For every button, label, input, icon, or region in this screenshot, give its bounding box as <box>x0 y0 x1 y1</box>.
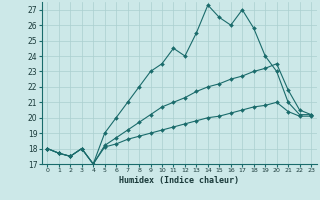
X-axis label: Humidex (Indice chaleur): Humidex (Indice chaleur) <box>119 176 239 185</box>
